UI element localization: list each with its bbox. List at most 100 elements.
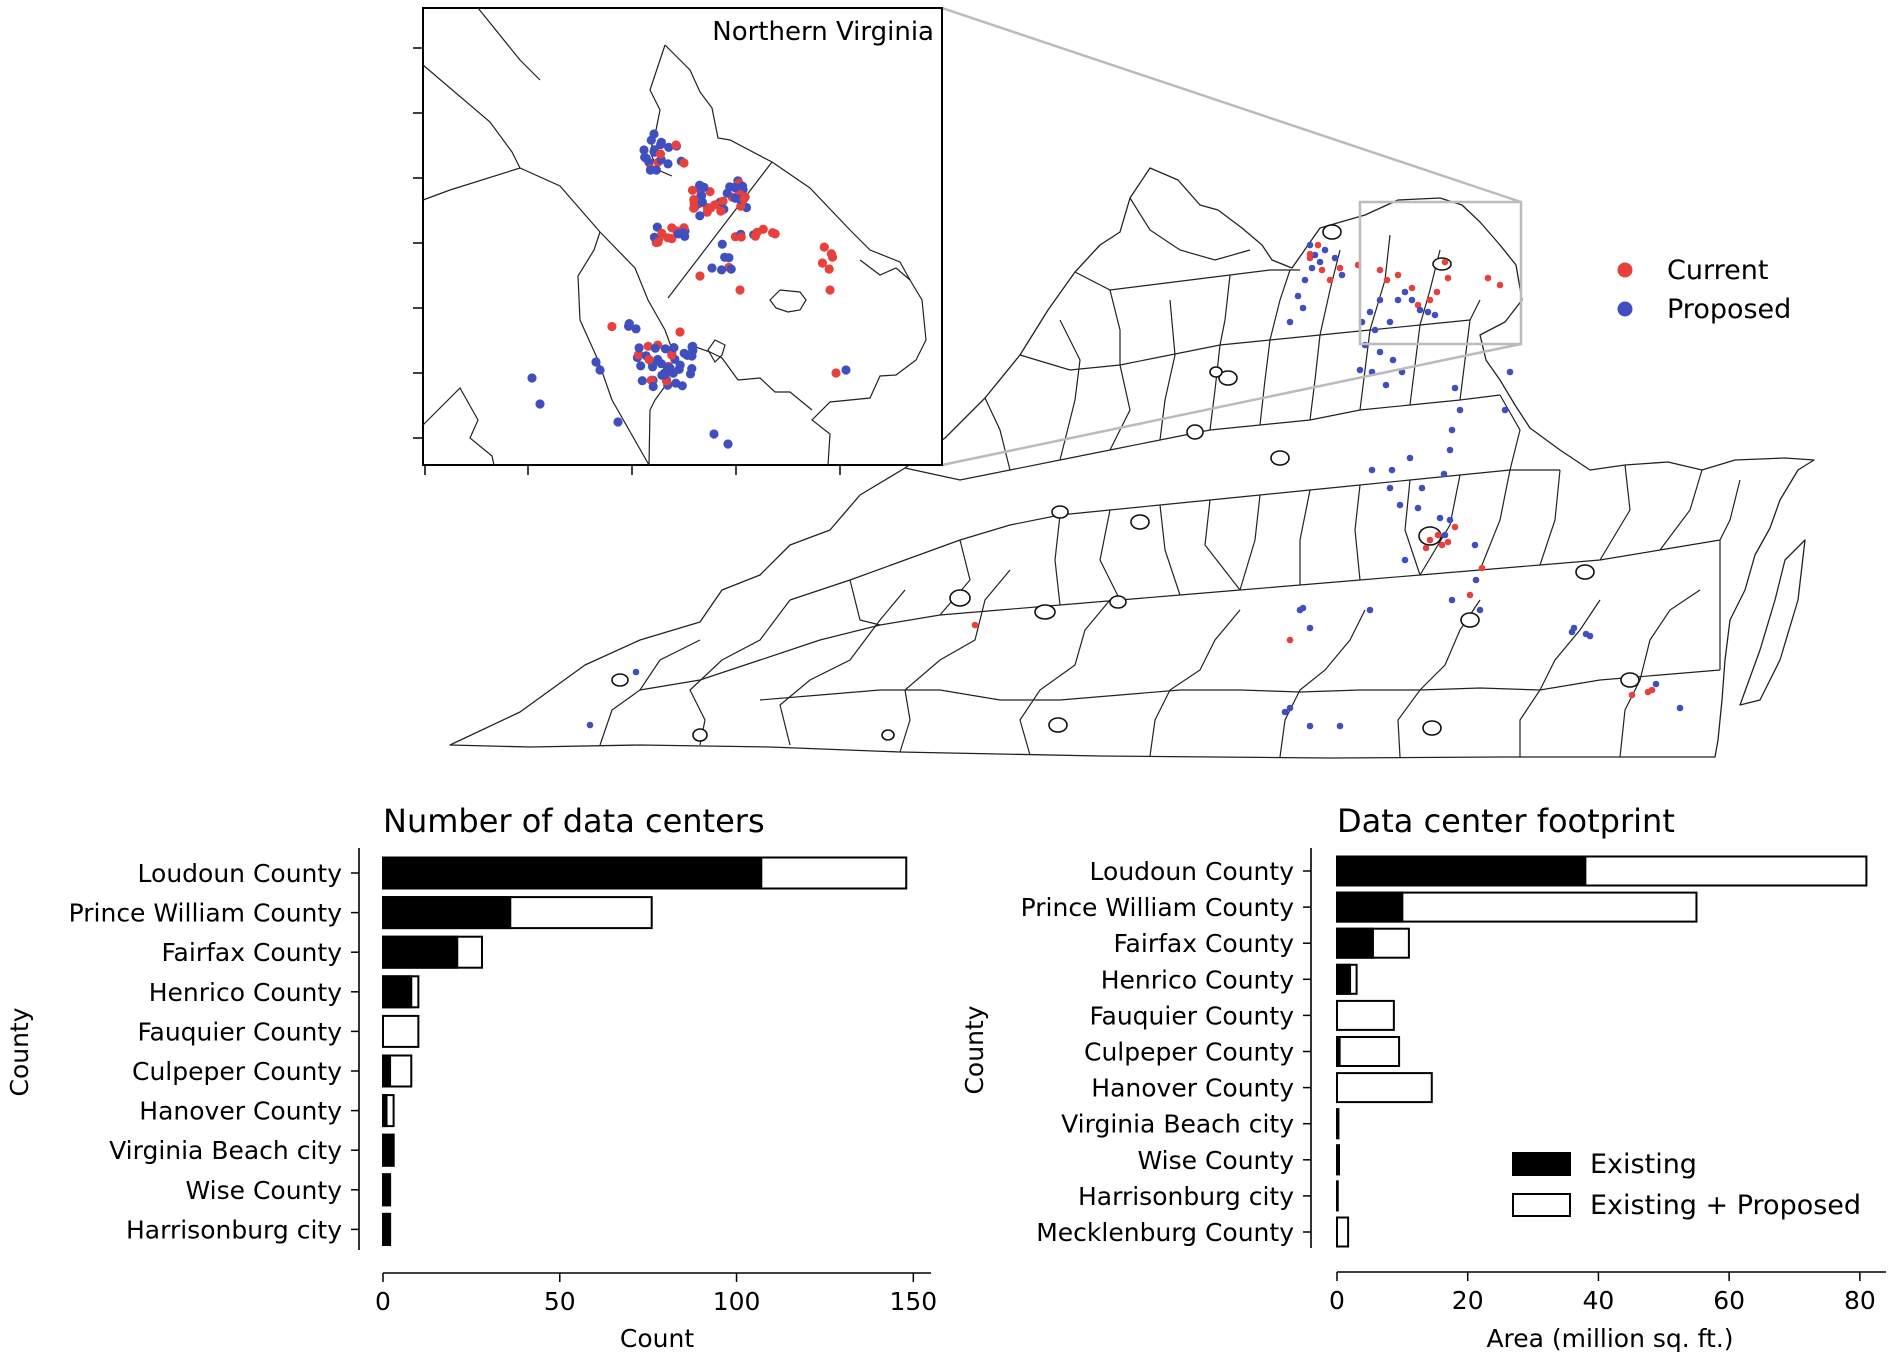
- count-y-tick-label: Loudoun County: [138, 859, 343, 888]
- map-point: [1336, 264, 1344, 272]
- map-point: [1306, 624, 1314, 632]
- footprint-bar-existing-fairfax-county: [1336, 927, 1374, 959]
- inset-point: [675, 360, 685, 370]
- map-point: [1416, 306, 1424, 314]
- inset-point: [595, 365, 605, 375]
- inset-point: [685, 369, 696, 379]
- legend-proposed-marker: [1617, 301, 1633, 317]
- map-point: [1506, 368, 1514, 376]
- footprint-y-tick-label: Wise County: [1137, 1146, 1294, 1175]
- county-boundaries: [599, 197, 1741, 758]
- map-point: [1441, 258, 1449, 266]
- map-point: [1418, 484, 1426, 492]
- inset-point: [735, 285, 745, 295]
- map-point: [1382, 381, 1390, 389]
- inset-point: [644, 354, 654, 365]
- footprint-bar-existing-loudoun-county: [1336, 855, 1587, 887]
- map-point: [1570, 624, 1578, 632]
- inset-point: [717, 239, 727, 249]
- legend-existing-swatch: [1512, 1152, 1571, 1176]
- inset-point: [664, 142, 674, 152]
- inset-point: [723, 439, 733, 449]
- map-point: [632, 668, 640, 676]
- map-point: [971, 621, 979, 629]
- inset-point: [591, 357, 601, 367]
- legend-existing-proposed-swatch: [1512, 1193, 1571, 1217]
- inset-boundaries: [422, 7, 927, 466]
- map-point: [1394, 296, 1402, 304]
- count-chart-bars: [382, 856, 908, 1246]
- count-bar-existing-hanover-county: [382, 1094, 388, 1128]
- inset-point: [527, 373, 537, 383]
- map-point: [1371, 326, 1379, 334]
- count-bar-existing-harrisonburg-city: [382, 1212, 392, 1246]
- inset-point: [716, 206, 726, 216]
- footprint-y-tick-label: Henrico County: [1101, 965, 1294, 994]
- inset-point: [736, 232, 746, 242]
- inset-point: [660, 370, 670, 380]
- count-chart-title: Number of data centers: [383, 802, 765, 840]
- count-bar-existing-culpeper-county: [382, 1054, 392, 1088]
- map-point: [1308, 264, 1316, 272]
- map-point: [1448, 426, 1456, 434]
- inset-point: [645, 165, 656, 175]
- map-point: [1448, 596, 1456, 604]
- zoom-box: [1358, 200, 1523, 346]
- map-point: [1466, 591, 1474, 599]
- map-point: [1356, 366, 1364, 374]
- inset-title: Northern Virginia: [712, 17, 934, 47]
- legend-current-marker: [1617, 262, 1633, 278]
- map-point: [1446, 446, 1454, 454]
- inset-point: [722, 188, 732, 198]
- footprint-bar-existing-virginia-beach-city: [1336, 1108, 1340, 1140]
- inset-point: [709, 429, 719, 439]
- inset-point: [633, 350, 644, 360]
- map-point: [1438, 541, 1446, 549]
- inset-point: [678, 228, 688, 238]
- map-point: [1484, 274, 1492, 282]
- footprint-bar-existing-henrico-county: [1336, 963, 1352, 995]
- footprint-bar-existing-prince-william-county: [1336, 891, 1404, 923]
- map-point: [1431, 311, 1439, 319]
- inset-point: [655, 149, 666, 159]
- map-point: [1444, 274, 1452, 282]
- count-bar-existing-loudoun-county: [382, 856, 763, 890]
- inset-point: [665, 363, 675, 373]
- map-point: [1628, 691, 1636, 699]
- inset-ticks: [413, 47, 841, 475]
- count-x-tick-label: 150: [889, 1287, 937, 1316]
- map-point: [1426, 536, 1434, 544]
- map-point: [1401, 288, 1409, 296]
- map-point: [1394, 271, 1402, 279]
- footprint-bar-existing-culpeper-county: [1336, 1036, 1341, 1067]
- count-x-tick-label: 100: [713, 1287, 761, 1316]
- inset-point: [653, 237, 663, 247]
- map-point: [1408, 296, 1416, 304]
- map-point: [1444, 538, 1452, 546]
- legend-existing-label: Existing: [1590, 1149, 1697, 1180]
- footprint-y-tick-label: Mecklenburg County: [1036, 1218, 1294, 1247]
- map-point: [1306, 241, 1314, 249]
- inset-point: [671, 140, 681, 150]
- inset-point: [663, 233, 673, 243]
- map-point: [1306, 250, 1314, 258]
- map-point: [1422, 544, 1430, 552]
- inset-point: [738, 181, 748, 191]
- inset-point: [607, 321, 617, 332]
- inset-point: [643, 341, 653, 351]
- map-point: [1408, 284, 1416, 292]
- footprint-y-tick-label: Fairfax County: [1113, 929, 1294, 958]
- map-point: [1318, 266, 1326, 274]
- inset-point: [717, 265, 727, 275]
- inset-point: [679, 348, 689, 358]
- map-point: [1414, 504, 1422, 512]
- map-point: [1301, 276, 1309, 284]
- inset-point: [648, 362, 658, 372]
- zoom-indicator: [941, 6, 1523, 467]
- map-point: [1426, 296, 1434, 304]
- inset-point: [720, 252, 730, 262]
- inset-point: [653, 354, 663, 365]
- inset-point: [624, 319, 634, 329]
- inset-point: [650, 343, 660, 353]
